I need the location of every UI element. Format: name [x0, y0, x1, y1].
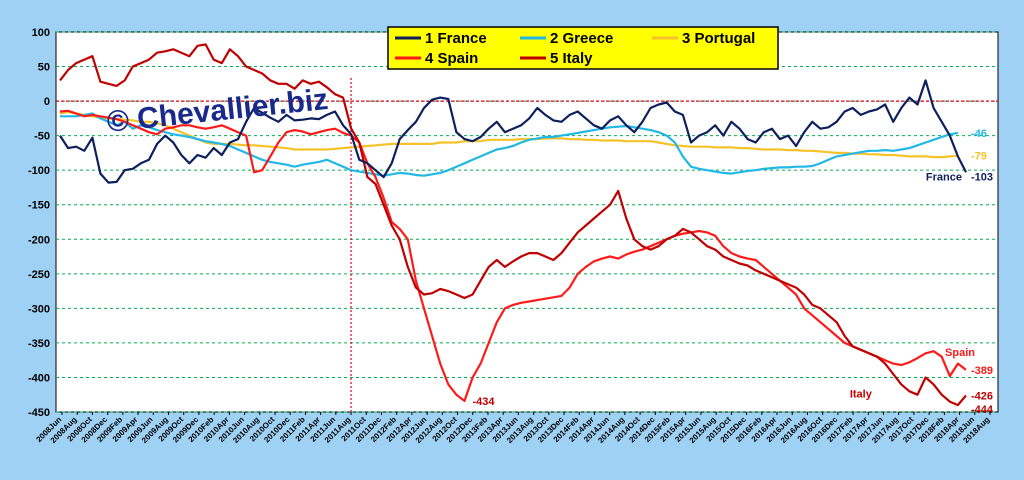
y-tick-label: 50: [38, 62, 50, 74]
y-tick-label: -450: [28, 407, 50, 419]
legend: 1 France 2 Greece 3 Portugal 4 Spain 5 Italy: [387, 26, 779, 70]
legend-label: 4 Spain: [425, 50, 478, 67]
series-line-5-italy: [59, 43, 967, 407]
y-tick-label: -150: [28, 200, 50, 212]
y-tick-label: -300: [28, 303, 50, 315]
plot-area: [55, 31, 999, 413]
annotation-label: -444: [971, 404, 994, 416]
end-value-label: -103: [971, 171, 993, 183]
annotation-label: France: [926, 171, 962, 183]
y-tick-label: -50: [34, 131, 50, 143]
series-line-2-greece: [60, 112, 959, 177]
annotation-label: Spain: [945, 347, 975, 359]
y-tick-label: -350: [28, 338, 50, 350]
y-tick-label: 0: [44, 96, 50, 108]
y-tick-label: 100: [32, 27, 50, 39]
legend-box: [387, 26, 779, 70]
legend-label: 1 France: [425, 30, 487, 47]
y-tick-label: -200: [28, 234, 50, 246]
end-value-label: -46: [971, 128, 987, 140]
annotation-label: -434: [472, 396, 495, 408]
y-tick-label: -400: [28, 372, 50, 384]
series-line-1-france: [59, 79, 967, 184]
y-tick-label: -100: [28, 165, 50, 177]
legend-label: 2 Greece: [550, 30, 613, 47]
legend-label: 3 Portugal: [682, 30, 755, 47]
series-line-4-spain: [59, 109, 967, 402]
y-tick-label: -250: [28, 269, 50, 281]
end-value-label: -426: [971, 390, 993, 402]
end-value-label: -389: [971, 365, 993, 377]
annotation-label: Italy: [850, 388, 873, 400]
legend-label: 5 Italy: [550, 50, 593, 67]
series-line-3-portugal: [59, 110, 958, 159]
end-value-label: -79: [971, 151, 987, 163]
